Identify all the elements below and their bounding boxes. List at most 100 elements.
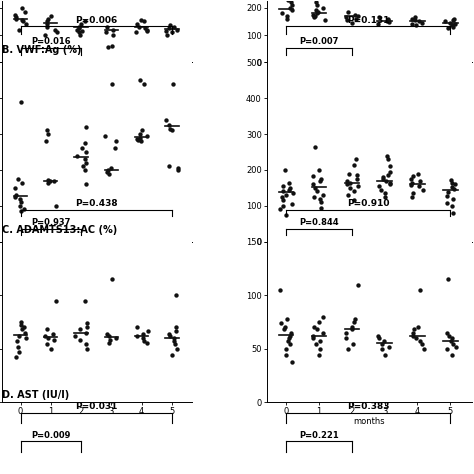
Point [166,330,173,337]
Point [289,190,296,197]
Point [313,326,321,333]
Point [173,292,180,299]
Point [133,332,141,340]
Point [309,334,317,342]
Point [374,20,382,28]
Text: P=0.438: P=0.438 [75,199,118,208]
Point [13,15,20,22]
Point [166,125,173,133]
Text: P=0.006: P=0.006 [75,16,118,25]
Point [418,341,426,348]
Point [168,127,176,134]
Point [349,19,356,27]
Point [289,7,296,14]
Point [445,275,452,283]
Point [407,175,415,182]
Point [143,27,151,35]
Point [82,181,90,188]
Point [450,185,457,192]
Point [318,175,325,182]
Point [350,341,357,348]
Point [173,26,181,33]
Point [283,345,290,353]
Point [41,332,49,340]
Point [17,321,24,329]
Point [312,143,319,150]
Point [109,31,116,39]
Point [378,341,385,348]
Point [284,337,292,345]
Point [446,19,454,27]
Point [12,354,19,361]
Point [284,0,292,3]
Point [313,188,320,195]
Point [137,137,145,145]
Point [383,152,391,159]
Point [384,172,392,179]
Point [344,345,352,353]
Point [82,329,90,337]
Point [18,318,25,326]
Point [108,42,115,50]
Point [343,181,351,188]
Text: P=0.844: P=0.844 [299,218,339,227]
Point [343,14,350,21]
Point [286,184,293,191]
Point [447,337,455,345]
Point [415,182,423,190]
Point [345,170,353,177]
Point [22,334,30,342]
Point [317,199,325,206]
Point [386,168,394,175]
Point [414,324,422,331]
Point [350,197,357,204]
Point [83,345,91,353]
Point [380,337,388,345]
Point [285,186,292,193]
Point [76,326,84,333]
Point [280,326,288,333]
Point [310,14,318,21]
Point [107,164,114,172]
Point [344,191,351,199]
Point [283,351,290,359]
Point [81,139,89,147]
Point [166,332,174,340]
Point [317,177,324,184]
Point [171,334,178,342]
Point [143,132,151,140]
Point [139,330,147,337]
Point [143,339,151,347]
Point [385,18,392,26]
Point [136,23,143,31]
Point [170,80,177,88]
Point [285,334,293,342]
Point [15,175,22,182]
Point [53,28,60,36]
Point [51,26,59,33]
Point [452,20,459,28]
Point [444,188,452,196]
Point [277,319,285,327]
Point [353,172,361,179]
Point [281,166,288,174]
Point [317,337,324,345]
Point [82,159,90,166]
Point [279,197,287,204]
Point [319,191,327,199]
Point [163,116,170,124]
Point [163,27,170,35]
Point [82,341,90,348]
Point [348,326,356,333]
Point [449,23,457,31]
Point [49,330,56,337]
Point [166,22,173,29]
Point [20,206,27,213]
Point [410,332,417,340]
Point [352,11,359,18]
Point [286,4,294,11]
Point [382,193,389,201]
Point [104,166,112,174]
Text: P=0.910: P=0.910 [347,199,390,208]
Point [449,195,457,202]
